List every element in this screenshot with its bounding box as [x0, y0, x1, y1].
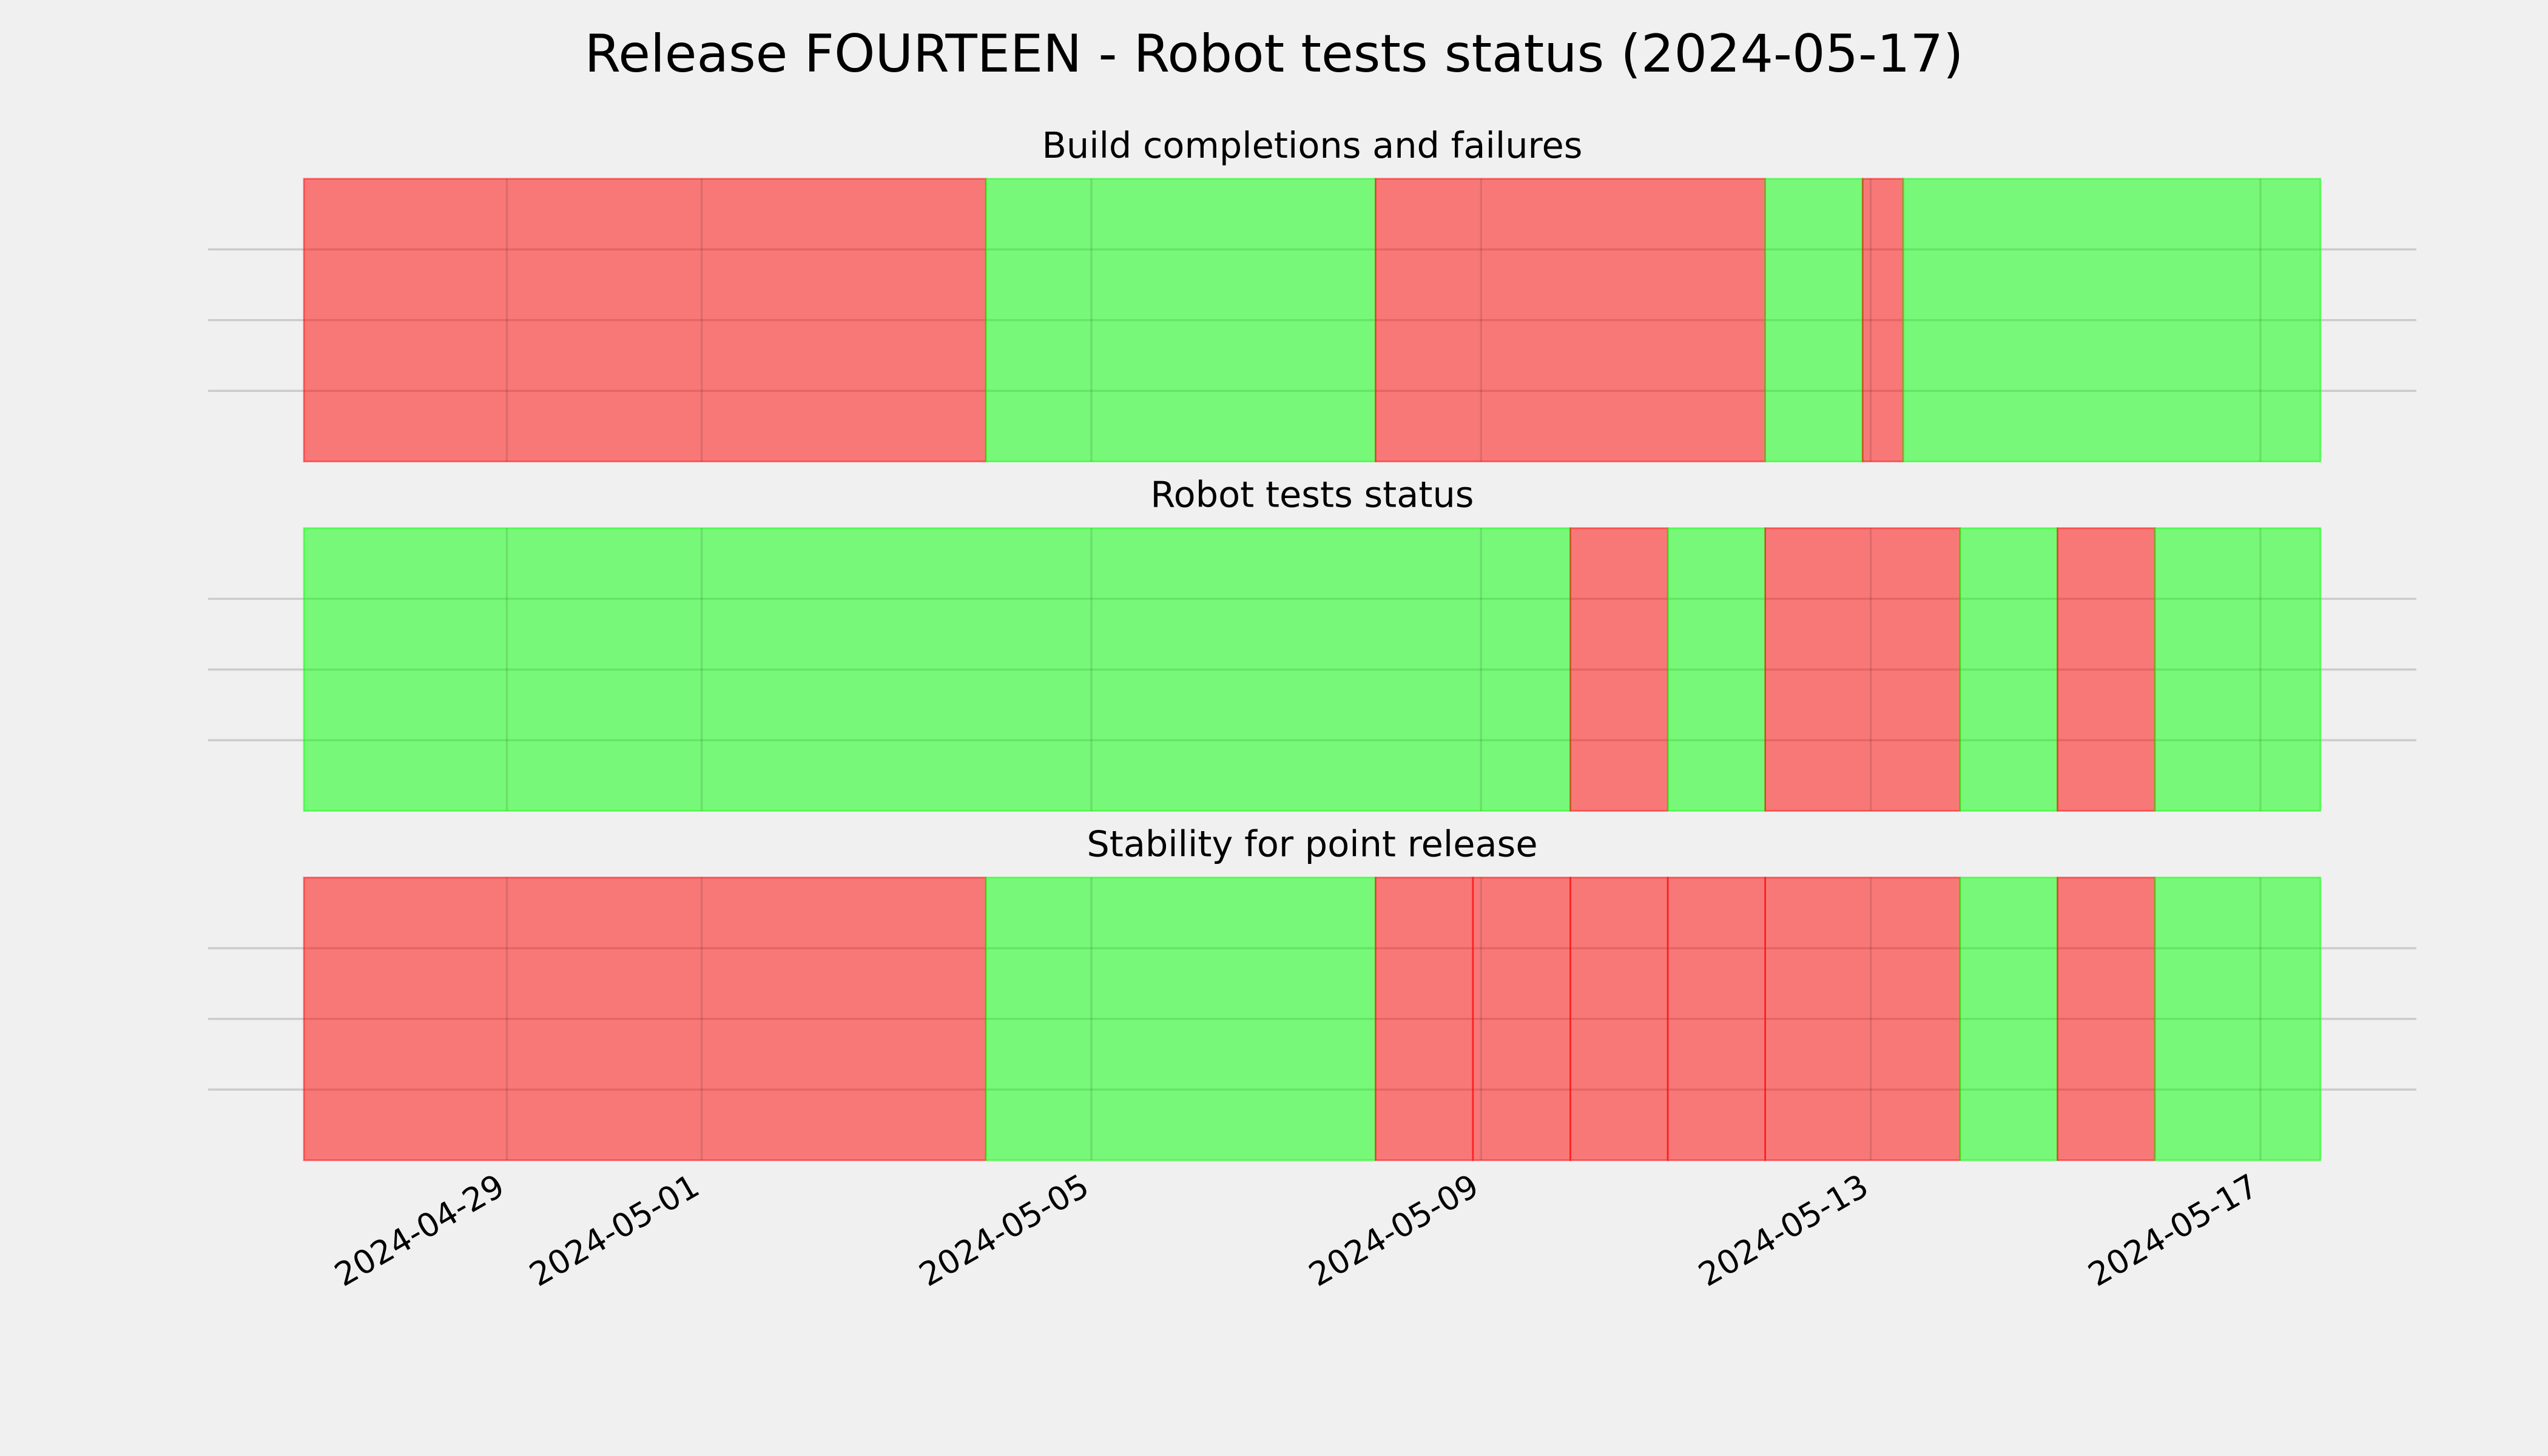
status-span [1861, 178, 1904, 463]
status-span [1667, 877, 1767, 1161]
status-span [1374, 178, 1767, 463]
status-span [2154, 527, 2322, 812]
status-span [2057, 527, 2156, 812]
status-span [1902, 178, 2322, 463]
status-span [1569, 877, 1669, 1161]
status-span [1374, 877, 1474, 1161]
status-span [2057, 877, 2156, 1161]
status-span [1959, 877, 2058, 1161]
status-span [1667, 527, 1767, 812]
status-span [303, 527, 1571, 812]
status-span [1959, 527, 2058, 812]
subplot-title: Robot tests status [1150, 474, 1474, 516]
status-span [1764, 527, 1961, 812]
status-span [2154, 877, 2322, 1161]
status-span [1569, 527, 1669, 812]
status-span [1764, 178, 1864, 463]
status-span [1764, 877, 1961, 1161]
chart-title: Release FOURTEEN - Robot tests status (2… [585, 24, 1964, 84]
status-span [303, 178, 987, 463]
subplot-title: Stability for point release [1087, 823, 1537, 865]
status-span [985, 877, 1377, 1161]
status-span [1472, 877, 1571, 1161]
subplot-title: Build completions and failures [1042, 124, 1582, 166]
status-span [303, 877, 987, 1161]
status-span [985, 178, 1377, 463]
